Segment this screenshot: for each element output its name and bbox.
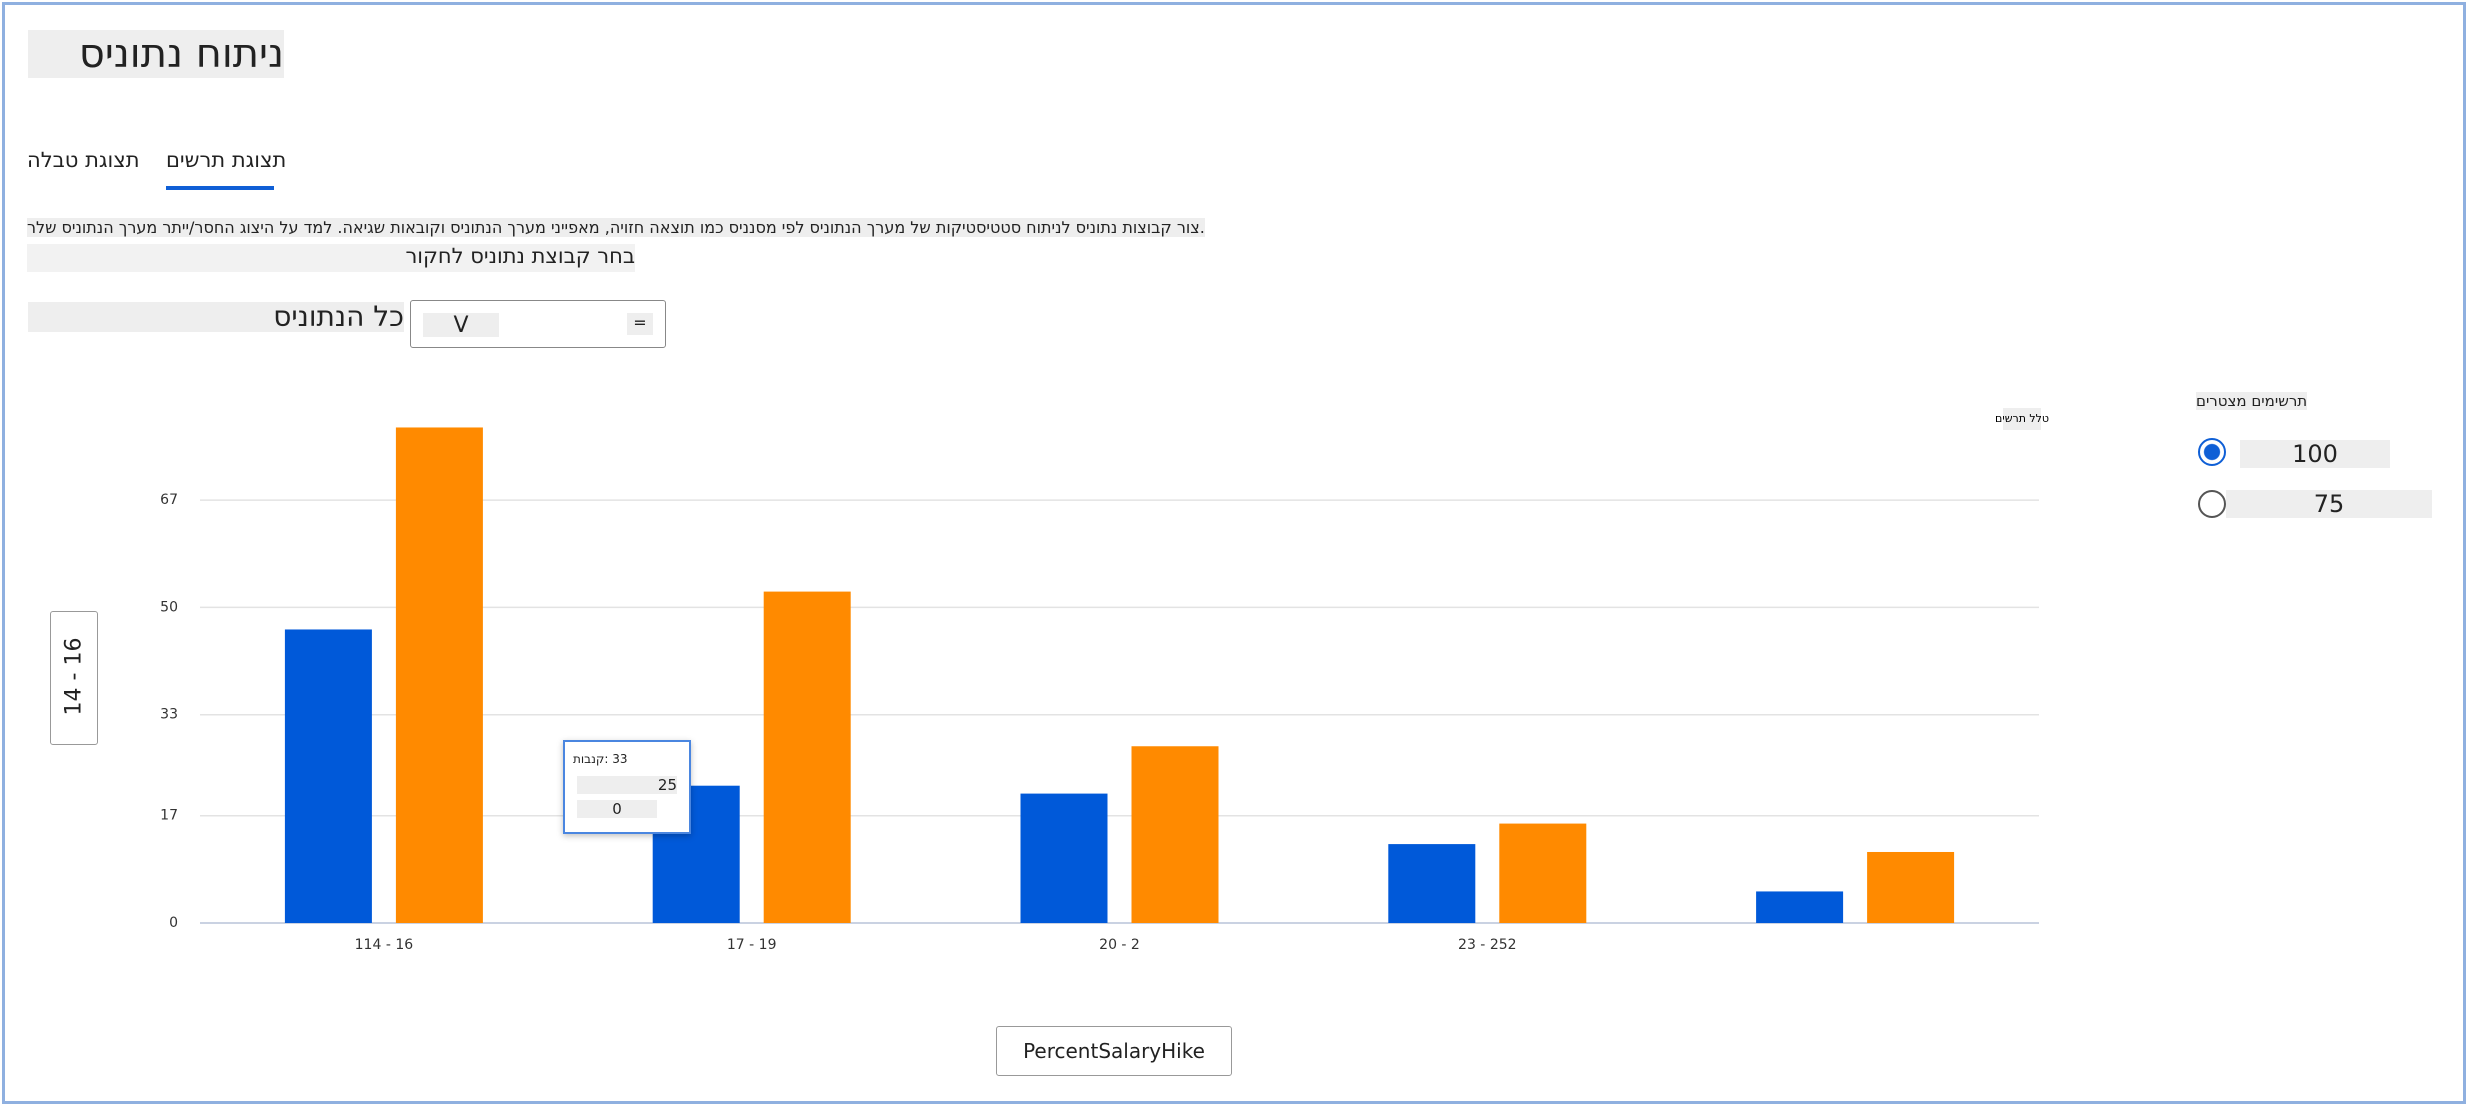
y-tick-label: 17 <box>160 808 178 824</box>
y-tick-label: 33 <box>160 707 178 723</box>
radio-label: 100 <box>2240 440 2390 468</box>
dataset-label: סינותנה לכ <box>28 302 404 332</box>
x-tick-label: 23 - 252 <box>1458 937 1517 953</box>
radio[interactable] <box>2198 438 2226 466</box>
tab-underline <box>166 186 274 190</box>
x-axis-button[interactable]: PercentSalaryHike <box>996 1026 1232 1076</box>
bar <box>1756 891 1844 923</box>
tooltip: תובנק: 33 25 0 <box>563 740 691 834</box>
page-title: סינותנ חותינ <box>28 30 284 78</box>
radio[interactable] <box>2198 490 2226 518</box>
bar <box>284 629 372 923</box>
dropdown-icon: = <box>627 313 653 335</box>
tooltip-title: תובנק: 33 <box>573 752 628 766</box>
bar <box>1131 746 1219 923</box>
dataset-prompt: רוקחל סינותנ תצובק רחב <box>27 244 635 272</box>
bar <box>1499 823 1587 923</box>
dataset-dropdown[interactable]: V = <box>410 300 666 348</box>
radio-title: םירטצמ םימישרת <box>2196 392 2308 410</box>
side-button[interactable]: 14 - 16 <box>50 611 98 745</box>
subtitle-bg <box>2003 408 2041 430</box>
bar <box>763 591 851 923</box>
radio-label: 75 <box>2226 490 2432 518</box>
tab[interactable]: הלבט תגוצת <box>27 148 140 172</box>
tooltip-row: 25 <box>577 776 677 794</box>
bar <box>1867 851 1955 923</box>
bar <box>1020 793 1108 923</box>
x-tick-label: 114 - 16 <box>355 937 414 953</box>
bar <box>1388 844 1476 923</box>
y-tick-label: 0 <box>169 915 178 931</box>
x-tick-label: 17 - 19 <box>727 937 777 953</box>
description: רלש סינותנה ךרעמ רתיי/רסחה גוציה לע דמל … <box>27 218 1205 237</box>
chart-subtitle: םישרת ללט <box>1995 412 2049 425</box>
tooltip-row: 0 <box>577 800 657 818</box>
bar <box>395 427 483 923</box>
tab-active[interactable]: םישרת תגוצת <box>166 148 287 172</box>
y-tick-label: 67 <box>160 492 178 508</box>
dropdown-value: V <box>423 313 499 338</box>
x-axis-title: PercentSalaryHike <box>1023 1039 1205 1063</box>
y-tick-label: 50 <box>160 599 178 615</box>
x-tick-label: 20 - 2 <box>1099 937 1140 953</box>
